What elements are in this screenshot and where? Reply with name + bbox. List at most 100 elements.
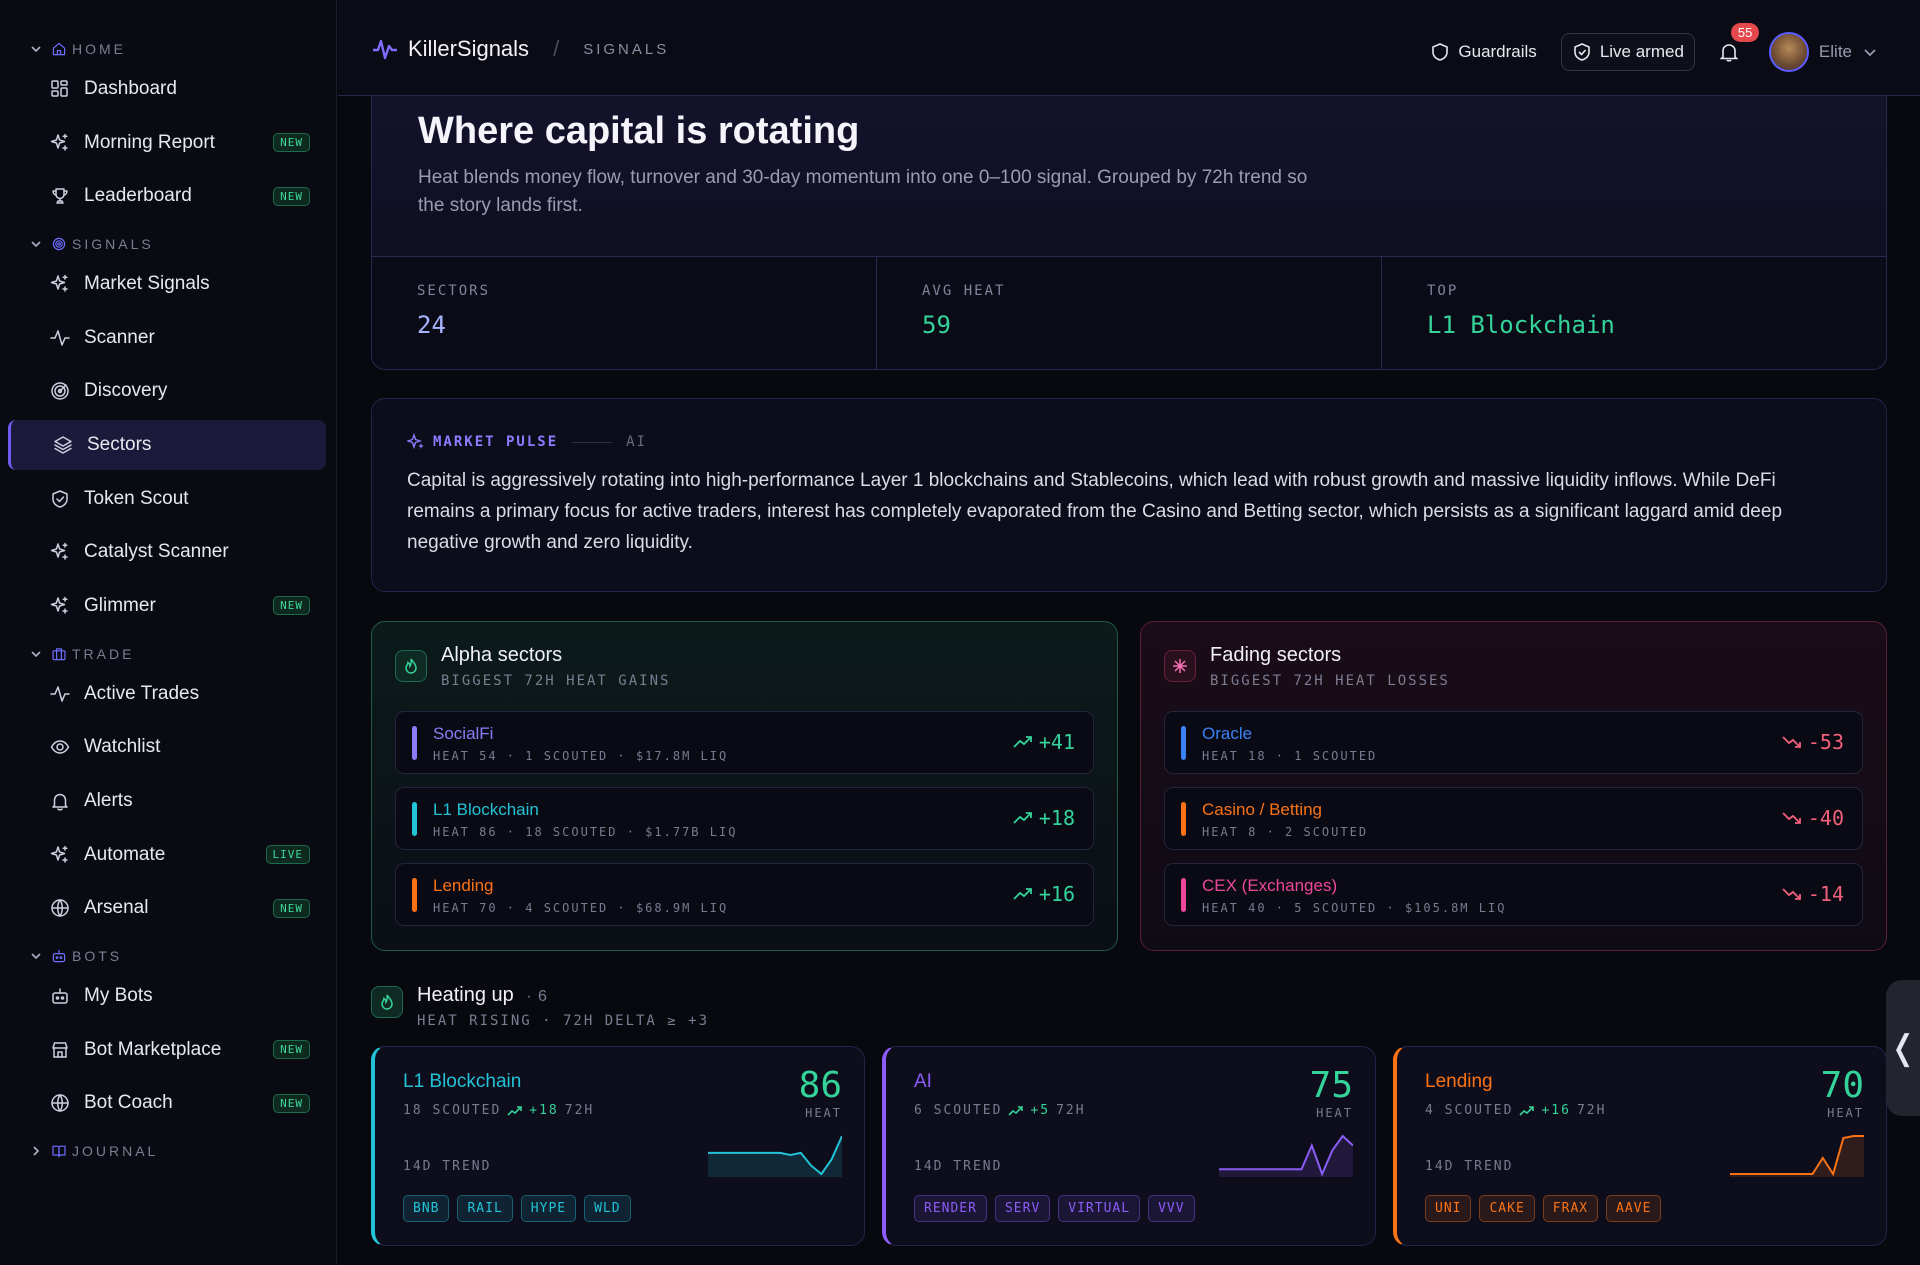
sidebar-item-morning-report[interactable]: Morning Report NEW bbox=[8, 118, 326, 168]
target-icon bbox=[46, 236, 72, 252]
section-header-home[interactable]: HOME bbox=[0, 34, 336, 64]
trend-up-icon bbox=[1008, 1105, 1024, 1117]
sidebar-item-bot-coach[interactable]: Bot Coach NEW bbox=[8, 1078, 326, 1128]
bell-icon bbox=[1718, 41, 1740, 63]
status-badge: NEW bbox=[273, 1093, 310, 1113]
sidebar-item-label: Leaderboard bbox=[84, 185, 192, 207]
card-delta: +5 bbox=[1030, 1103, 1051, 1118]
section-header-trade[interactable]: TRADE bbox=[0, 639, 336, 669]
card-heat-label: HEAT bbox=[1316, 1106, 1353, 1120]
sidebar-item-my-bots[interactable]: My Bots bbox=[8, 971, 326, 1021]
sparkles-icon bbox=[50, 542, 84, 562]
sparkline-area bbox=[1219, 1136, 1353, 1177]
top-bar: KillerSignals / SIGNALS Guardrails Live … bbox=[338, 0, 1920, 96]
hero-panel: Where capital is rotating Heat blends mo… bbox=[371, 96, 1887, 370]
sidebar-item-discovery[interactable]: Discovery bbox=[8, 366, 326, 416]
sparkles-icon bbox=[50, 274, 84, 294]
sidebar-item-leaderboard[interactable]: Leaderboard NEW bbox=[8, 171, 326, 221]
live-armed-button[interactable]: Live armed bbox=[1560, 33, 1695, 71]
sidebar-item-watchlist[interactable]: Watchlist bbox=[8, 722, 326, 772]
live-armed-label: Live armed bbox=[1599, 42, 1684, 61]
sidebar-item-active-trades[interactable]: Active Trades bbox=[8, 669, 326, 719]
sidebar-item-label: Catalyst Scanner bbox=[84, 541, 229, 563]
token-chip[interactable]: WLD bbox=[584, 1195, 631, 1222]
sidebar-item-dashboard[interactable]: Dashboard bbox=[8, 64, 326, 114]
sector-row[interactable]: Lending HEAT 70 · 4 SCOUTED · $68.9M LIQ +… bbox=[395, 863, 1094, 926]
sector-row[interactable]: Oracle HEAT 18 · 1 SCOUTED -53 bbox=[1164, 711, 1863, 774]
sidebar-item-market-signals[interactable]: Market Signals bbox=[8, 259, 326, 309]
sidebar-item-scanner[interactable]: Scanner bbox=[8, 313, 326, 363]
market-pulse-card: MARKET PULSE AI Capital is aggressively … bbox=[371, 398, 1887, 592]
sidebar-item-automate[interactable]: Automate LIVE bbox=[8, 830, 326, 880]
token-chip[interactable]: FRAX bbox=[1542, 1195, 1599, 1222]
guardrails-label: Guardrails bbox=[1458, 42, 1537, 61]
card-scouted: 6 SCOUTED bbox=[914, 1103, 1003, 1118]
token-chip[interactable]: CAKE bbox=[1479, 1195, 1535, 1222]
token-chip[interactable]: VIRTUAL bbox=[1058, 1195, 1141, 1222]
status-badge: NEW bbox=[273, 898, 310, 918]
notifications-button[interactable]: 55 bbox=[1709, 23, 1760, 71]
sector-delta-value: +41 bbox=[1038, 730, 1075, 754]
sidebar-item-glimmer[interactable]: Glimmer NEW bbox=[8, 581, 326, 631]
briefcase-icon bbox=[46, 646, 72, 662]
fading-subtitle: BIGGEST 72H HEAT LOSSES bbox=[1210, 673, 1450, 689]
brand[interactable]: KillerSignals / SIGNALS bbox=[372, 36, 669, 62]
market-pulse-label: MARKET PULSE bbox=[433, 434, 559, 450]
section-header-bots[interactable]: BOTS bbox=[0, 941, 336, 971]
chevron-down-icon bbox=[30, 648, 46, 660]
sidebar-item-token-scout[interactable]: Token Scout bbox=[8, 474, 326, 524]
token-chip[interactable]: AAVE bbox=[1606, 1195, 1662, 1222]
sidebar-item-sectors[interactable]: Sectors bbox=[8, 419, 326, 470]
section-header-signals[interactable]: SIGNALS bbox=[0, 229, 336, 259]
token-chip[interactable]: RENDER bbox=[914, 1195, 987, 1222]
section-label: HOME bbox=[72, 41, 126, 57]
sidebar-item-label: Token Scout bbox=[84, 487, 189, 509]
panel-collapse-handle[interactable]: ❬ bbox=[1886, 980, 1920, 1116]
card-meta: 6 SCOUTED +5 72H bbox=[914, 1103, 1086, 1118]
user-tier: Elite bbox=[1818, 42, 1852, 61]
heating-card[interactable]: Lending 4 SCOUTED +16 72H 70 HEAT 14D TREND UNI… bbox=[1393, 1046, 1887, 1246]
token-chip[interactable]: HYPE bbox=[520, 1195, 577, 1222]
status-badge: LIVE bbox=[265, 845, 310, 865]
sector-row[interactable]: SocialFi HEAT 54 · 1 SCOUTED · $17.8M LIQ… bbox=[395, 711, 1094, 774]
status-badge: NEW bbox=[273, 1040, 310, 1060]
token-chip[interactable]: SERV bbox=[994, 1195, 1051, 1222]
heating-card[interactable]: AI 6 SCOUTED +5 72H 75 HEAT 14D TREND RENDER SER… bbox=[882, 1046, 1376, 1246]
sidebar: HOME Dashboard Morning Report NEW Leaderboar… bbox=[0, 0, 337, 1265]
sector-row[interactable]: Casino / Betting HEAT 8 · 2 SCOUTED -40 bbox=[1164, 787, 1863, 850]
sector-delta-value: -40 bbox=[1807, 806, 1844, 830]
section-label: BOTS bbox=[72, 948, 123, 965]
avatar bbox=[1768, 32, 1809, 72]
sidebar-item-alerts[interactable]: Alerts bbox=[8, 776, 326, 826]
trend-sparkline bbox=[1219, 1134, 1353, 1177]
card-heat: 70 HEAT bbox=[1821, 1065, 1864, 1120]
bot-icon bbox=[46, 948, 72, 964]
token-chip[interactable]: RAIL bbox=[457, 1195, 513, 1222]
bot-icon bbox=[50, 986, 84, 1006]
sector-meta: HEAT 54 · 1 SCOUTED · $17.8M LIQ bbox=[433, 749, 729, 763]
section-header-journal[interactable]: JOURNAL bbox=[0, 1136, 336, 1166]
guardrails-button[interactable]: Guardrails bbox=[1420, 33, 1546, 71]
heating-card[interactable]: L1 Blockchain 18 SCOUTED +18 72H 86 HEAT 14D T… bbox=[371, 1046, 865, 1246]
sidebar-item-arsenal[interactable]: Arsenal NEW bbox=[8, 883, 326, 933]
card-period: 72H bbox=[564, 1103, 595, 1118]
sidebar-item-label: Dashboard bbox=[84, 78, 177, 99]
card-sector-name: AI bbox=[914, 1071, 932, 1092]
sector-name: Oracle bbox=[1202, 724, 1253, 743]
sector-row[interactable]: CEX (Exchanges) HEAT 40 · 5 SCOUTED · $10… bbox=[1164, 863, 1863, 926]
trend-up-icon bbox=[1013, 887, 1033, 901]
chevron-down-icon bbox=[30, 238, 46, 250]
sidebar-item-bot-marketplace[interactable]: Bot Marketplace NEW bbox=[8, 1025, 326, 1075]
shield-icon bbox=[50, 489, 84, 509]
stat-value: 59 bbox=[922, 311, 951, 339]
sparkline-area bbox=[1730, 1136, 1864, 1177]
sector-row[interactable]: L1 Blockchain HEAT 86 · 18 SCOUTED · $1.7… bbox=[395, 787, 1094, 850]
token-chip[interactable]: BNB bbox=[403, 1195, 450, 1222]
sector-color-bar bbox=[412, 878, 417, 912]
sidebar-item-catalyst-scanner[interactable]: Catalyst Scanner bbox=[8, 527, 326, 577]
token-chip[interactable]: UNI bbox=[1425, 1195, 1472, 1222]
user-menu[interactable]: Elite bbox=[1768, 32, 1878, 72]
token-chip[interactable]: VVV bbox=[1148, 1195, 1195, 1222]
sparkles-icon bbox=[50, 596, 84, 616]
card-heat: 75 HEAT bbox=[1310, 1065, 1353, 1120]
